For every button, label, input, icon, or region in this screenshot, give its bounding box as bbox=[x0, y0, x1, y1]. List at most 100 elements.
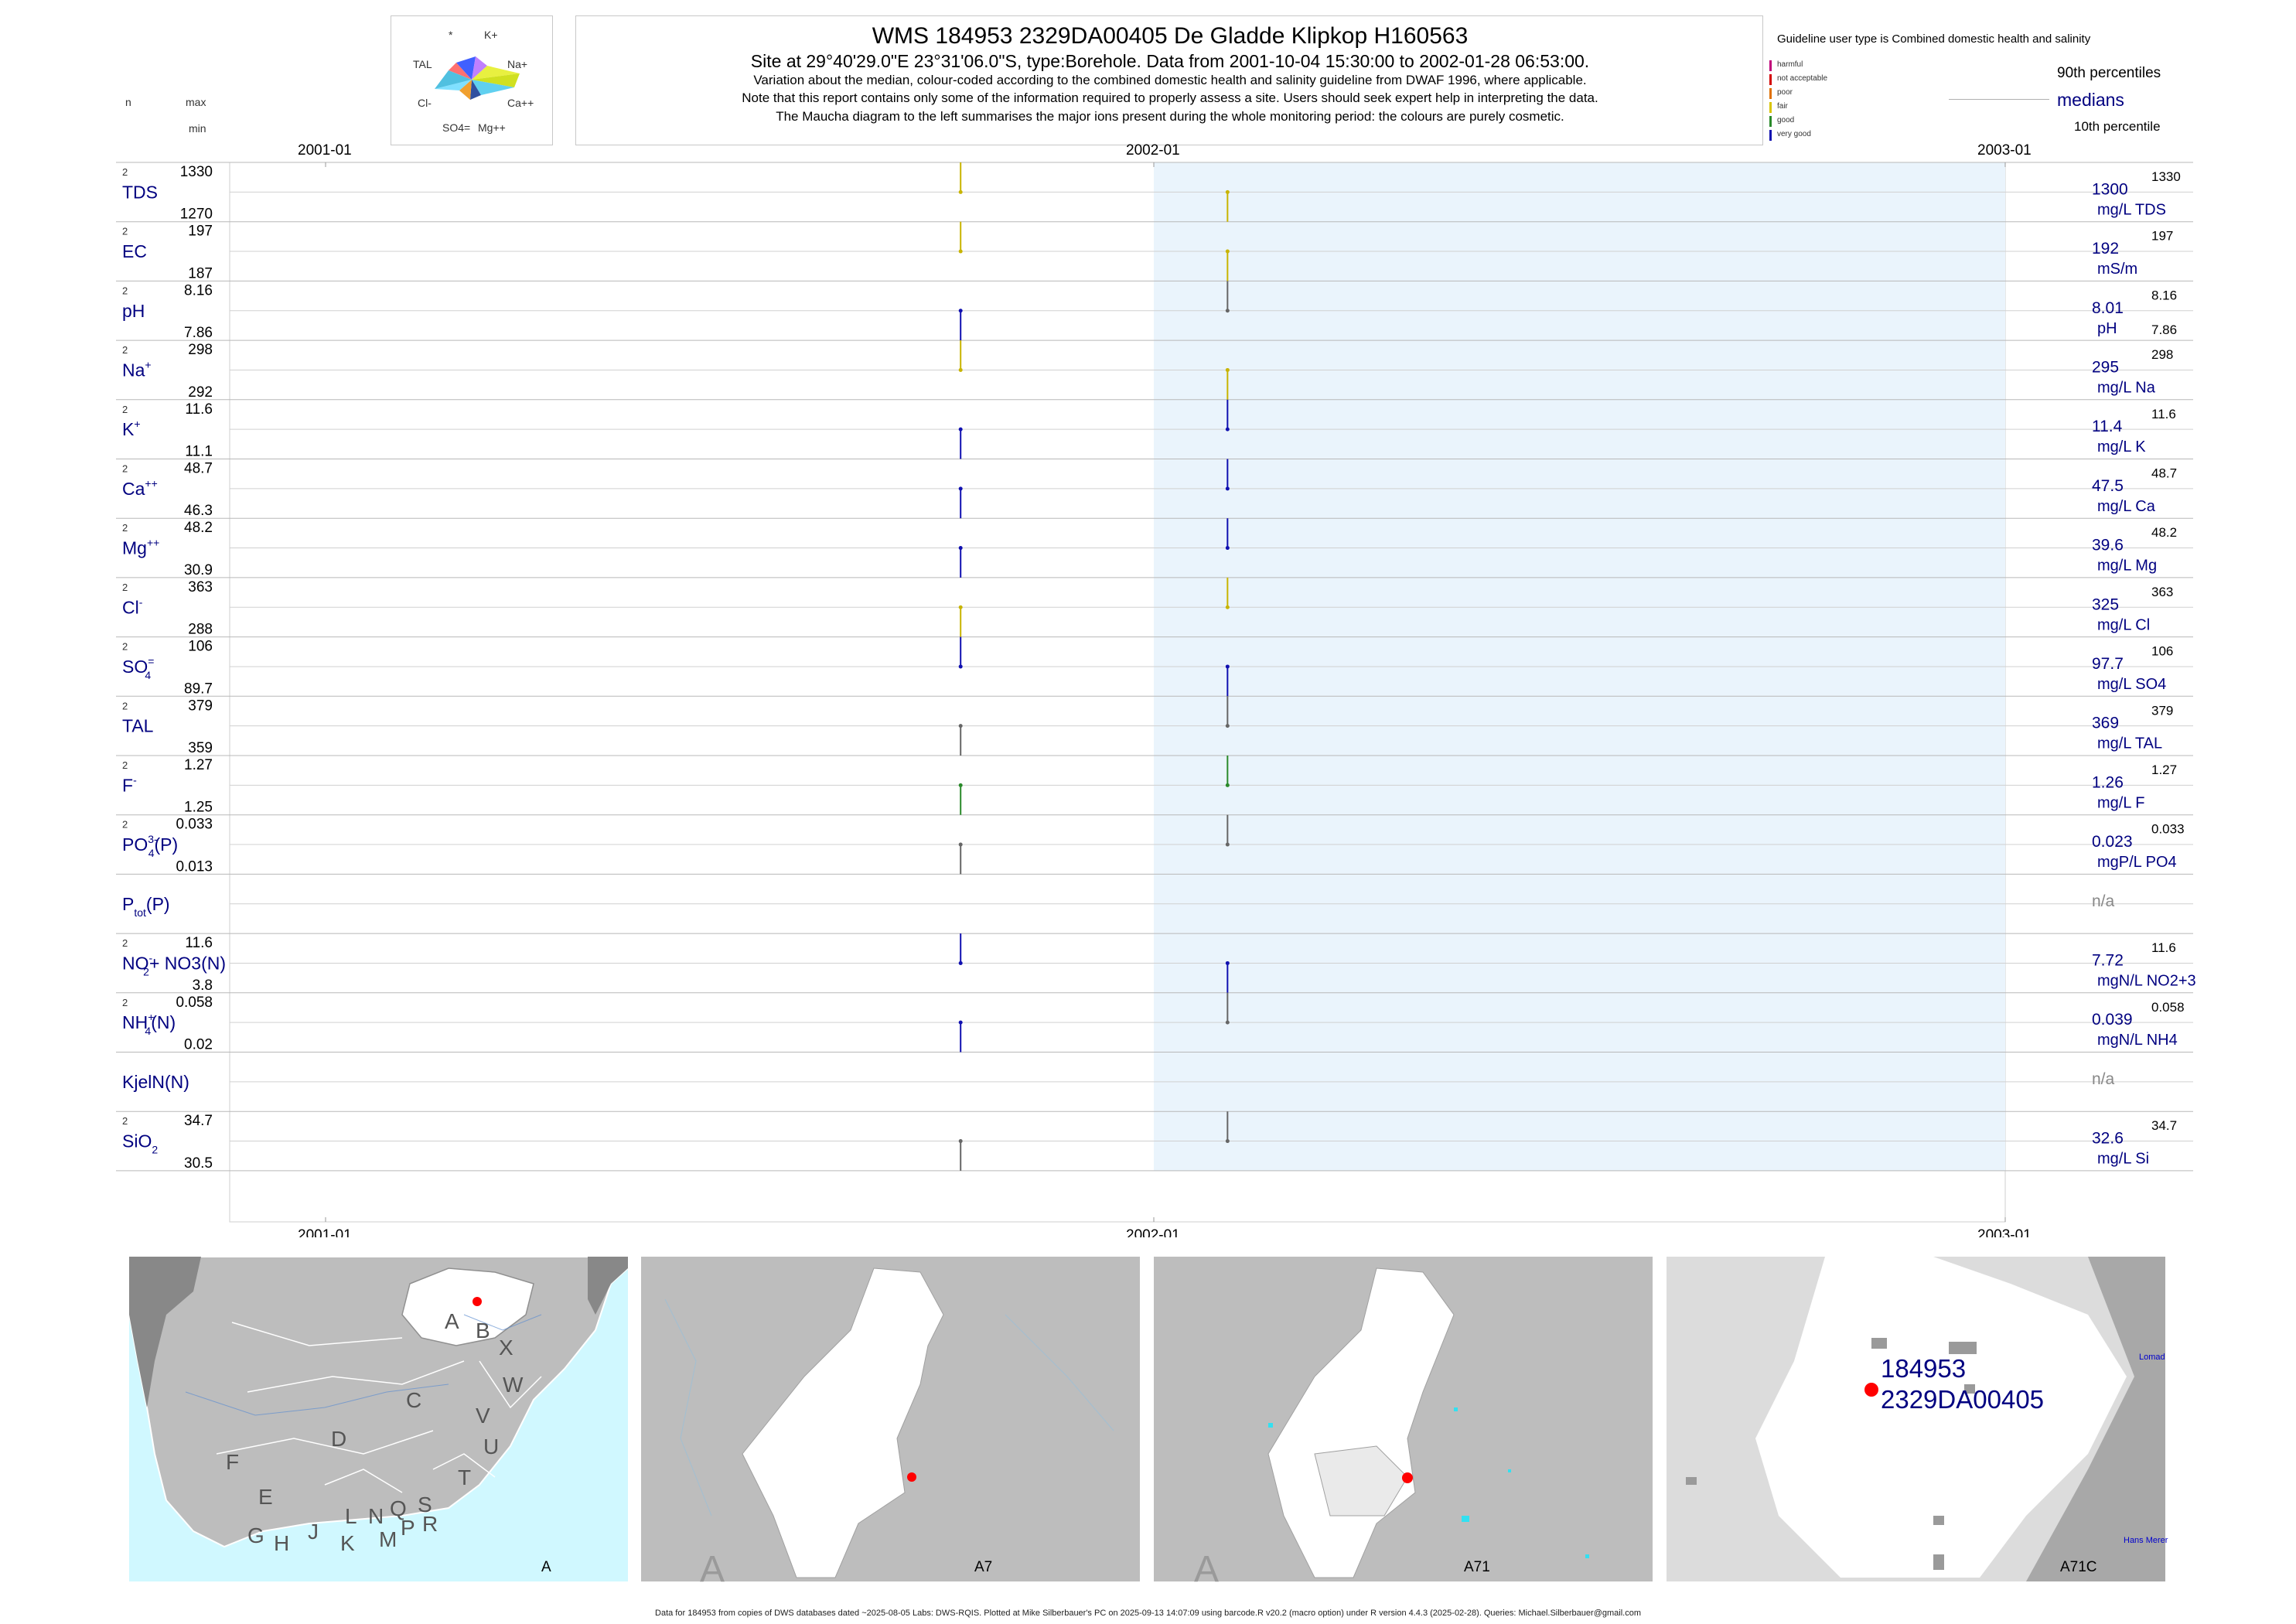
maucha-diagram bbox=[435, 56, 520, 100]
region-letter: L bbox=[345, 1504, 357, 1528]
region-letter: H bbox=[274, 1531, 289, 1555]
note-1: Variation about the median, colour-coded… bbox=[753, 73, 1587, 87]
max-value-right: 379 bbox=[2151, 703, 2173, 718]
data-point bbox=[958, 486, 963, 491]
min-value: 3.8 bbox=[193, 977, 213, 994]
sample-count: 2 bbox=[122, 582, 128, 593]
legend-medians: medians bbox=[2057, 90, 2124, 110]
map-watermark: A bbox=[700, 1549, 725, 1590]
variable-label: Na+ bbox=[122, 358, 152, 380]
data-point bbox=[958, 960, 963, 965]
max-value: 8.16 bbox=[184, 282, 213, 299]
sample-count: 2 bbox=[122, 819, 128, 831]
data-point bbox=[1225, 546, 1230, 551]
maucha-label-cl: Cl- bbox=[418, 97, 432, 109]
data-point bbox=[1225, 783, 1230, 787]
unit-label: mg/L Na bbox=[2097, 379, 2156, 396]
variable-label: TDS bbox=[122, 182, 158, 202]
unit-label: mg/L SO4 bbox=[2097, 676, 2166, 693]
data-point bbox=[1225, 664, 1230, 669]
map-panel-a7: A A7 bbox=[641, 1257, 1140, 1590]
sample-count: 2 bbox=[122, 285, 128, 296]
map-panel-a71: A A71 bbox=[1154, 1257, 1653, 1590]
note-2: Note that this report contains only some… bbox=[742, 90, 1598, 105]
min-value: 11.1 bbox=[185, 444, 213, 460]
maucha-label-mg: Mg++ bbox=[478, 121, 506, 134]
max-value-right: 0.033 bbox=[2151, 822, 2185, 837]
min-value: 1270 bbox=[180, 206, 213, 223]
region-letter: G bbox=[247, 1523, 264, 1547]
site-label-code: 2329DA00405 bbox=[1881, 1385, 2044, 1414]
max-value-right: 8.16 bbox=[2151, 288, 2177, 302]
min-value: 187 bbox=[188, 265, 213, 281]
sample-count: 2 bbox=[122, 344, 128, 356]
max-value-right: 48.7 bbox=[2151, 466, 2177, 481]
median-value: 1.26 bbox=[2092, 773, 2124, 791]
min-value: 292 bbox=[188, 384, 213, 401]
max-value-right: 197 bbox=[2151, 229, 2173, 244]
min-value: 30.5 bbox=[184, 1155, 213, 1172]
page-subtitle: Site at 29°40'29.0"E 23°31'06.0"S, type:… bbox=[750, 51, 1590, 71]
title-box bbox=[575, 15, 1763, 145]
max-value-right: 48.2 bbox=[2151, 525, 2177, 540]
max-value: 106 bbox=[188, 639, 213, 655]
min-value: 0.013 bbox=[176, 858, 213, 875]
max-value-right: 1.27 bbox=[2151, 763, 2177, 777]
min-value: 359 bbox=[188, 740, 213, 756]
maucha-label-na: Na+ bbox=[507, 58, 528, 70]
max-value-right: 298 bbox=[2151, 347, 2173, 362]
data-point bbox=[958, 724, 963, 728]
min-value-right: 7.86 bbox=[2151, 322, 2177, 337]
data-point bbox=[1225, 309, 1230, 313]
unit-label: mgN/L NH4 bbox=[2097, 1032, 2178, 1049]
maucha-label-ca: Ca++ bbox=[507, 97, 534, 109]
variable-label: Ptot(P) bbox=[122, 894, 170, 919]
max-value: 1.27 bbox=[184, 757, 213, 773]
data-point bbox=[1225, 1020, 1230, 1025]
unit-label: mgP/L PO4 bbox=[2097, 854, 2177, 871]
maucha-diagram-box: * K+ TAL Na+ Cl- Ca++ SO4= Mg++ bbox=[391, 15, 553, 145]
unit-label: mS/m bbox=[2097, 261, 2137, 278]
min-value: 1.25 bbox=[184, 800, 213, 816]
max-value: 0.033 bbox=[176, 817, 213, 833]
col-n-header: n bbox=[125, 96, 131, 108]
median-value: 11.4 bbox=[2092, 418, 2123, 435]
max-value: 0.058 bbox=[176, 995, 213, 1011]
variable-label: SiO2 bbox=[122, 1131, 158, 1156]
region-letter: R bbox=[422, 1512, 438, 1536]
variable-label: Ca++ bbox=[122, 477, 158, 499]
variable-label: NH+ 4(N) bbox=[122, 1011, 176, 1037]
region-letter: W bbox=[503, 1373, 524, 1397]
data-point bbox=[1225, 249, 1230, 254]
guideline-title: Guideline user type is Combined domestic… bbox=[1777, 32, 2091, 46]
median-value: 369 bbox=[2092, 715, 2119, 732]
median-value: n/a bbox=[2092, 1070, 2115, 1088]
variable-label: K+ bbox=[122, 418, 141, 439]
variable-label: SO= 4 bbox=[122, 655, 154, 681]
sample-count: 2 bbox=[122, 463, 128, 475]
region-letter: K bbox=[340, 1531, 355, 1555]
sample-count: 2 bbox=[122, 641, 128, 653]
min-value: 0.02 bbox=[184, 1037, 213, 1053]
maucha-label-k: K+ bbox=[484, 29, 498, 41]
data-point bbox=[958, 367, 963, 372]
data-point bbox=[958, 546, 963, 551]
unit-label: pH bbox=[2097, 320, 2117, 337]
page-title: WMS 184953 2329DA00405 De Gladde Klipkop… bbox=[872, 23, 1469, 49]
data-point bbox=[1225, 842, 1230, 847]
median-value: 325 bbox=[2092, 595, 2119, 613]
unit-label: mg/L TAL bbox=[2097, 735, 2162, 752]
data-point bbox=[958, 189, 963, 194]
median-value: 0.023 bbox=[2092, 833, 2133, 851]
legend-p10: 10th percentile bbox=[2074, 119, 2161, 134]
col-min-header: min bbox=[189, 122, 206, 135]
median-value: 7.72 bbox=[2092, 951, 2124, 969]
max-value-right: 0.058 bbox=[2151, 1000, 2185, 1015]
region-letter: Q bbox=[390, 1496, 407, 1520]
data-point bbox=[1225, 605, 1230, 609]
unit-label: mgN/L NO2+3 bbox=[2097, 972, 2196, 989]
data-point bbox=[1225, 486, 1230, 491]
data-point bbox=[958, 605, 963, 609]
site-marker bbox=[1864, 1383, 1878, 1397]
